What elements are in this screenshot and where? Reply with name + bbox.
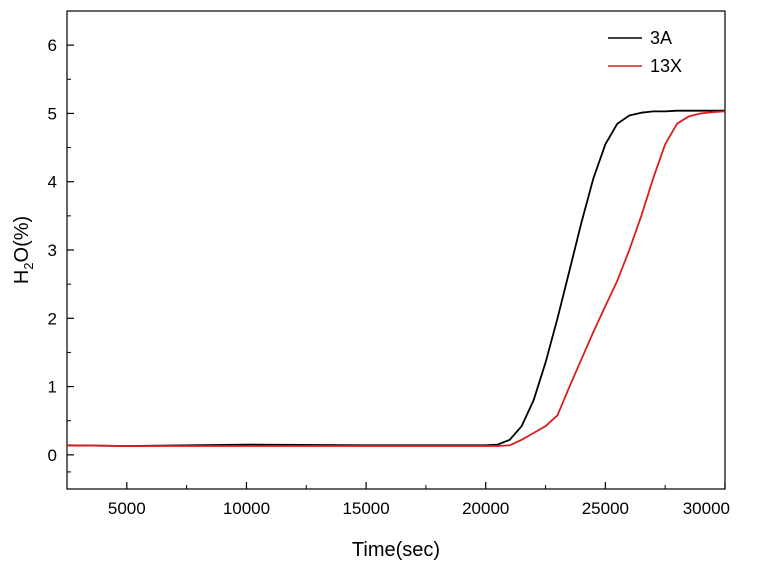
y-tick-label: 1	[48, 378, 57, 397]
x-axis-title: Time(sec)	[352, 539, 440, 561]
y-axis-ticks: 0 1 2 3 4 5 6	[48, 36, 74, 473]
y-axis-title-main1: H	[11, 270, 33, 284]
x-tick-label: 15000	[342, 499, 389, 518]
legend: 3A 13X	[608, 28, 682, 76]
y-tick-label: 5	[48, 104, 57, 123]
x-tick-label: 5000	[108, 499, 146, 518]
series-layer	[66, 109, 726, 447]
y-tick-label: 4	[48, 173, 57, 192]
plot-frame	[66, 10, 726, 490]
legend-label-3a: 3A	[650, 28, 672, 48]
y-tick-label: 6	[48, 36, 57, 55]
x-axis-ticks: 5000 10000 15000 20000 25000 30000	[66, 482, 730, 518]
legend-label-13x: 13X	[650, 56, 682, 76]
series-line-13x	[66, 110, 726, 447]
y-axis-title: H2O(%)	[11, 216, 36, 284]
series-line-3a	[66, 109, 725, 447]
y-tick-label: 3	[48, 241, 57, 260]
x-tick-label: 25000	[582, 499, 629, 518]
x-tick-label: 20000	[462, 499, 509, 518]
x-tick-label: 10000	[223, 499, 270, 518]
y-tick-label: 0	[48, 446, 57, 465]
y-axis-title-subscript: 2	[21, 262, 36, 269]
y-axis-title-main2: O(%)	[11, 216, 33, 263]
y-tick-label: 2	[48, 309, 57, 328]
x-tick-label: 30000	[683, 499, 730, 518]
